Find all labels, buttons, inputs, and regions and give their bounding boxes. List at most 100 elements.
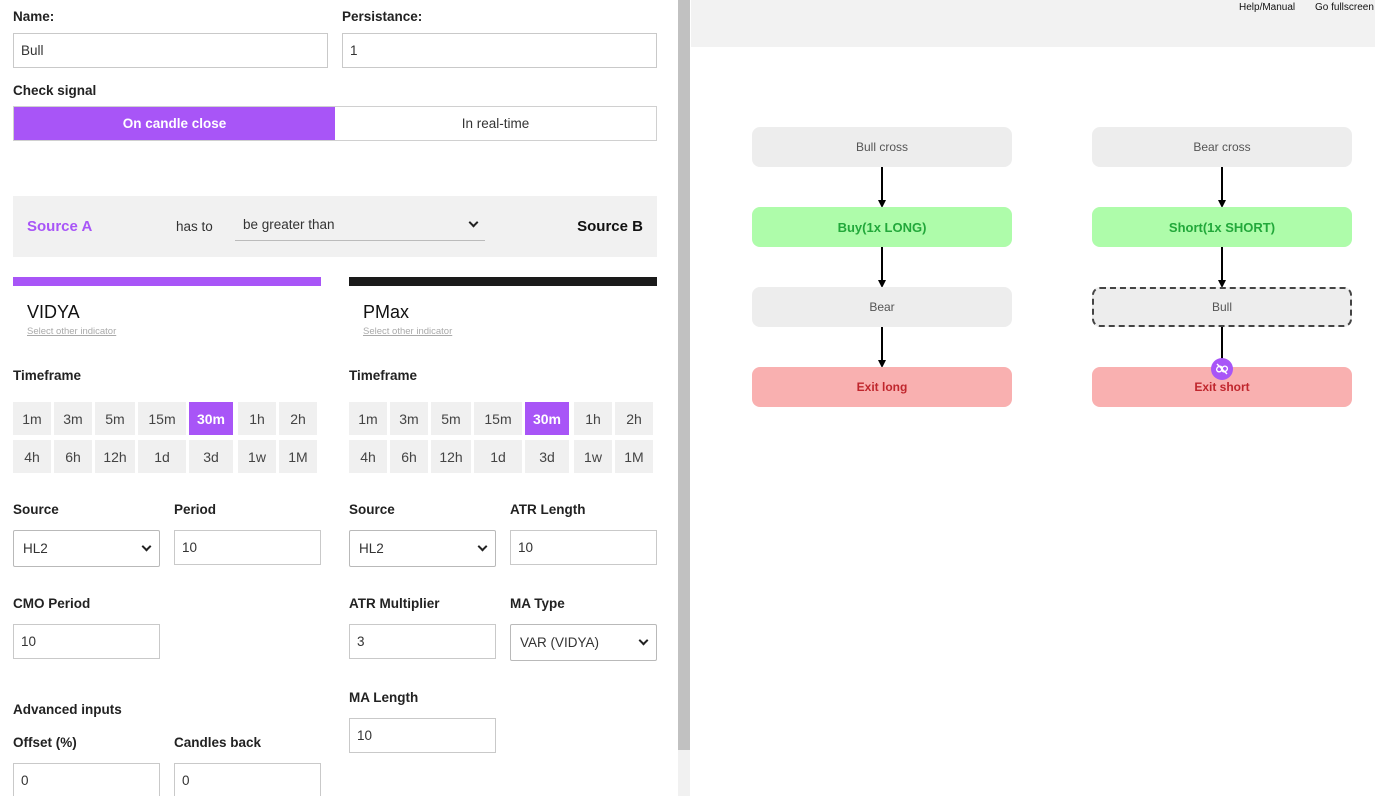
- candles-back-input[interactable]: 0: [174, 763, 321, 796]
- connector-line: [1221, 247, 1223, 280]
- indicator-a-timeframe-3d[interactable]: 3d: [189, 440, 233, 473]
- flow-node-exit-long[interactable]: Exit long: [752, 367, 1012, 407]
- indicator-a-timeframe-5m[interactable]: 5m: [95, 402, 135, 435]
- scrollbar-thumb[interactable]: [678, 0, 690, 750]
- atr-length-label: ATR Length: [510, 502, 586, 517]
- arrow-down-icon: [1218, 200, 1226, 208]
- indicator-a-source-value: HL2: [23, 541, 48, 556]
- offset-label: Offset (%): [13, 735, 77, 750]
- connector-line: [1221, 327, 1223, 361]
- indicator-b-timeframe-5m[interactable]: 5m: [431, 402, 471, 435]
- indicator-a-timeframe-15m[interactable]: 15m: [138, 402, 186, 435]
- indicator-a-timeframe-1m[interactable]: 1m: [13, 402, 51, 435]
- ma-type-label: MA Type: [510, 596, 565, 611]
- name-label: Name:: [13, 9, 55, 24]
- indicator-a-source-select[interactable]: HL2: [13, 530, 160, 567]
- indicator-a-timeframe-30m[interactable]: 30m: [189, 402, 233, 435]
- operator-select[interactable]: be greater than: [235, 209, 485, 241]
- in-real-time-option[interactable]: In real-time: [335, 107, 656, 140]
- advanced-inputs-label: Advanced inputs: [13, 702, 122, 717]
- flow-node-bear[interactable]: Bear: [752, 287, 1012, 327]
- on-candle-close-option[interactable]: On candle close: [14, 107, 335, 140]
- persistance-input[interactable]: 1: [342, 33, 657, 68]
- connector-line: [881, 247, 883, 280]
- atr-multiplier-label: ATR Multiplier: [349, 596, 440, 611]
- ma-type-value: VAR (VIDYA): [520, 635, 600, 650]
- go-fullscreen-link[interactable]: Go fullscreen: [1315, 2, 1374, 13]
- source-b-label: Source B: [577, 218, 643, 235]
- ma-length-input[interactable]: 10: [349, 718, 496, 753]
- chevron-down-icon: [141, 541, 152, 552]
- arrow-down-icon: [878, 360, 886, 368]
- indicator-b-timeframe-15m[interactable]: 15m: [474, 402, 522, 435]
- indicator-b-timeframe-4h[interactable]: 4h: [349, 440, 387, 473]
- flow-node-bear-cross[interactable]: Bear cross: [1092, 127, 1352, 167]
- indicator-b-timeframe-12h[interactable]: 12h: [431, 440, 471, 473]
- help-manual-link[interactable]: Help/Manual: [1239, 2, 1296, 13]
- indicator-a-timeframe-12h[interactable]: 12h: [95, 440, 135, 473]
- flow-canvas: Help/Manual Go fullscreen Bull cross Buy…: [691, 0, 1375, 796]
- indicator-a-name: VIDYA: [27, 302, 80, 322]
- indicator-a-period-label: Period: [174, 502, 217, 517]
- atr-multiplier-input[interactable]: 3: [349, 624, 496, 659]
- indicator-a-timeframe-4h[interactable]: 4h: [13, 440, 51, 473]
- arrow-down-icon: [1218, 280, 1226, 288]
- indicator-b-timeframe-3d[interactable]: 3d: [525, 440, 569, 473]
- indicator-b-source-value: HL2: [359, 541, 384, 556]
- indicator-a-accent-bar: [13, 277, 321, 286]
- indicator-b-timeframe-1h[interactable]: 1h: [574, 402, 612, 435]
- indicator-b-timeframe-30m[interactable]: 30m: [525, 402, 569, 435]
- indicator-a-timeframe-1d[interactable]: 1d: [138, 440, 186, 473]
- atr-length-input[interactable]: 10: [510, 530, 657, 565]
- indicator-a-timeframe-1w[interactable]: 1w: [238, 440, 276, 473]
- arrow-down-icon: [878, 200, 886, 208]
- indicator-b-timeframe-3m[interactable]: 3m: [390, 402, 428, 435]
- indicator-b-select-other-link[interactable]: Select other indicator: [363, 326, 453, 337]
- indicator-a-timeframe-1h[interactable]: 1h: [238, 402, 276, 435]
- indicator-b-timeframe-1w[interactable]: 1w: [574, 440, 612, 473]
- indicator-b-source-label: Source: [349, 502, 395, 517]
- flow-node-buy-long[interactable]: Buy(1x LONG): [752, 207, 1012, 247]
- check-signal-toggle: On candle close In real-time: [13, 106, 657, 141]
- chevron-down-icon: [638, 635, 649, 646]
- ma-length-label: MA Length: [349, 690, 419, 705]
- operator-value: be greater than: [243, 217, 335, 232]
- indicator-a-timeframe-3m[interactable]: 3m: [54, 402, 92, 435]
- indicator-b-timeframe-1d[interactable]: 1d: [474, 440, 522, 473]
- indicator-a-period-input[interactable]: 10: [174, 530, 321, 565]
- indicator-a-cmo-input[interactable]: 10: [13, 624, 160, 659]
- source-a-label: Source A: [27, 218, 93, 235]
- left-panel-scrollbar[interactable]: [678, 0, 690, 796]
- indicator-b-accent-bar: [349, 277, 657, 286]
- indicator-b-source-select[interactable]: HL2: [349, 530, 496, 567]
- indicator-a-source-label: Source: [13, 502, 59, 517]
- chevron-down-icon: [477, 541, 488, 552]
- has-to-label: has to: [176, 219, 213, 234]
- connector-line: [881, 327, 883, 360]
- indicator-a-timeframe-6h[interactable]: 6h: [54, 440, 92, 473]
- indicator-a-select-other-link[interactable]: Select other indicator: [27, 326, 117, 337]
- canvas-toolbar: Help/Manual Go fullscreen: [691, 0, 1375, 47]
- check-signal-label: Check signal: [13, 83, 97, 98]
- flow-node-bull-cross[interactable]: Bull cross: [752, 127, 1012, 167]
- connector-line: [1221, 167, 1223, 200]
- unlink-icon[interactable]: [1211, 358, 1233, 380]
- indicator-b-timeframe-6h[interactable]: 6h: [390, 440, 428, 473]
- indicator-b-name: PMax: [363, 302, 410, 322]
- name-input[interactable]: Bull: [13, 33, 328, 68]
- ma-type-select[interactable]: VAR (VIDYA): [510, 624, 657, 661]
- flow-node-short[interactable]: Short(1x SHORT): [1092, 207, 1352, 247]
- indicator-a-timeframe-2h[interactable]: 2h: [279, 402, 317, 435]
- indicator-b-timeframe-1m[interactable]: 1m: [349, 402, 387, 435]
- indicator-b-timeframe-label: Timeframe: [349, 368, 418, 383]
- offset-input[interactable]: 0: [13, 763, 160, 796]
- indicator-b-timeframe-2h[interactable]: 2h: [615, 402, 653, 435]
- candles-back-label: Candles back: [174, 735, 262, 750]
- persistance-label: Persistance:: [342, 9, 423, 24]
- indicator-b-timeframe-1M[interactable]: 1M: [615, 440, 653, 473]
- chevron-down-icon: [468, 217, 479, 228]
- comparison-bar: Source A has to be greater than Source B: [13, 196, 657, 257]
- flow-node-bull-selected[interactable]: Bull: [1092, 287, 1352, 327]
- indicator-a-cmo-label: CMO Period: [13, 596, 91, 611]
- indicator-a-timeframe-1M[interactable]: 1M: [279, 440, 317, 473]
